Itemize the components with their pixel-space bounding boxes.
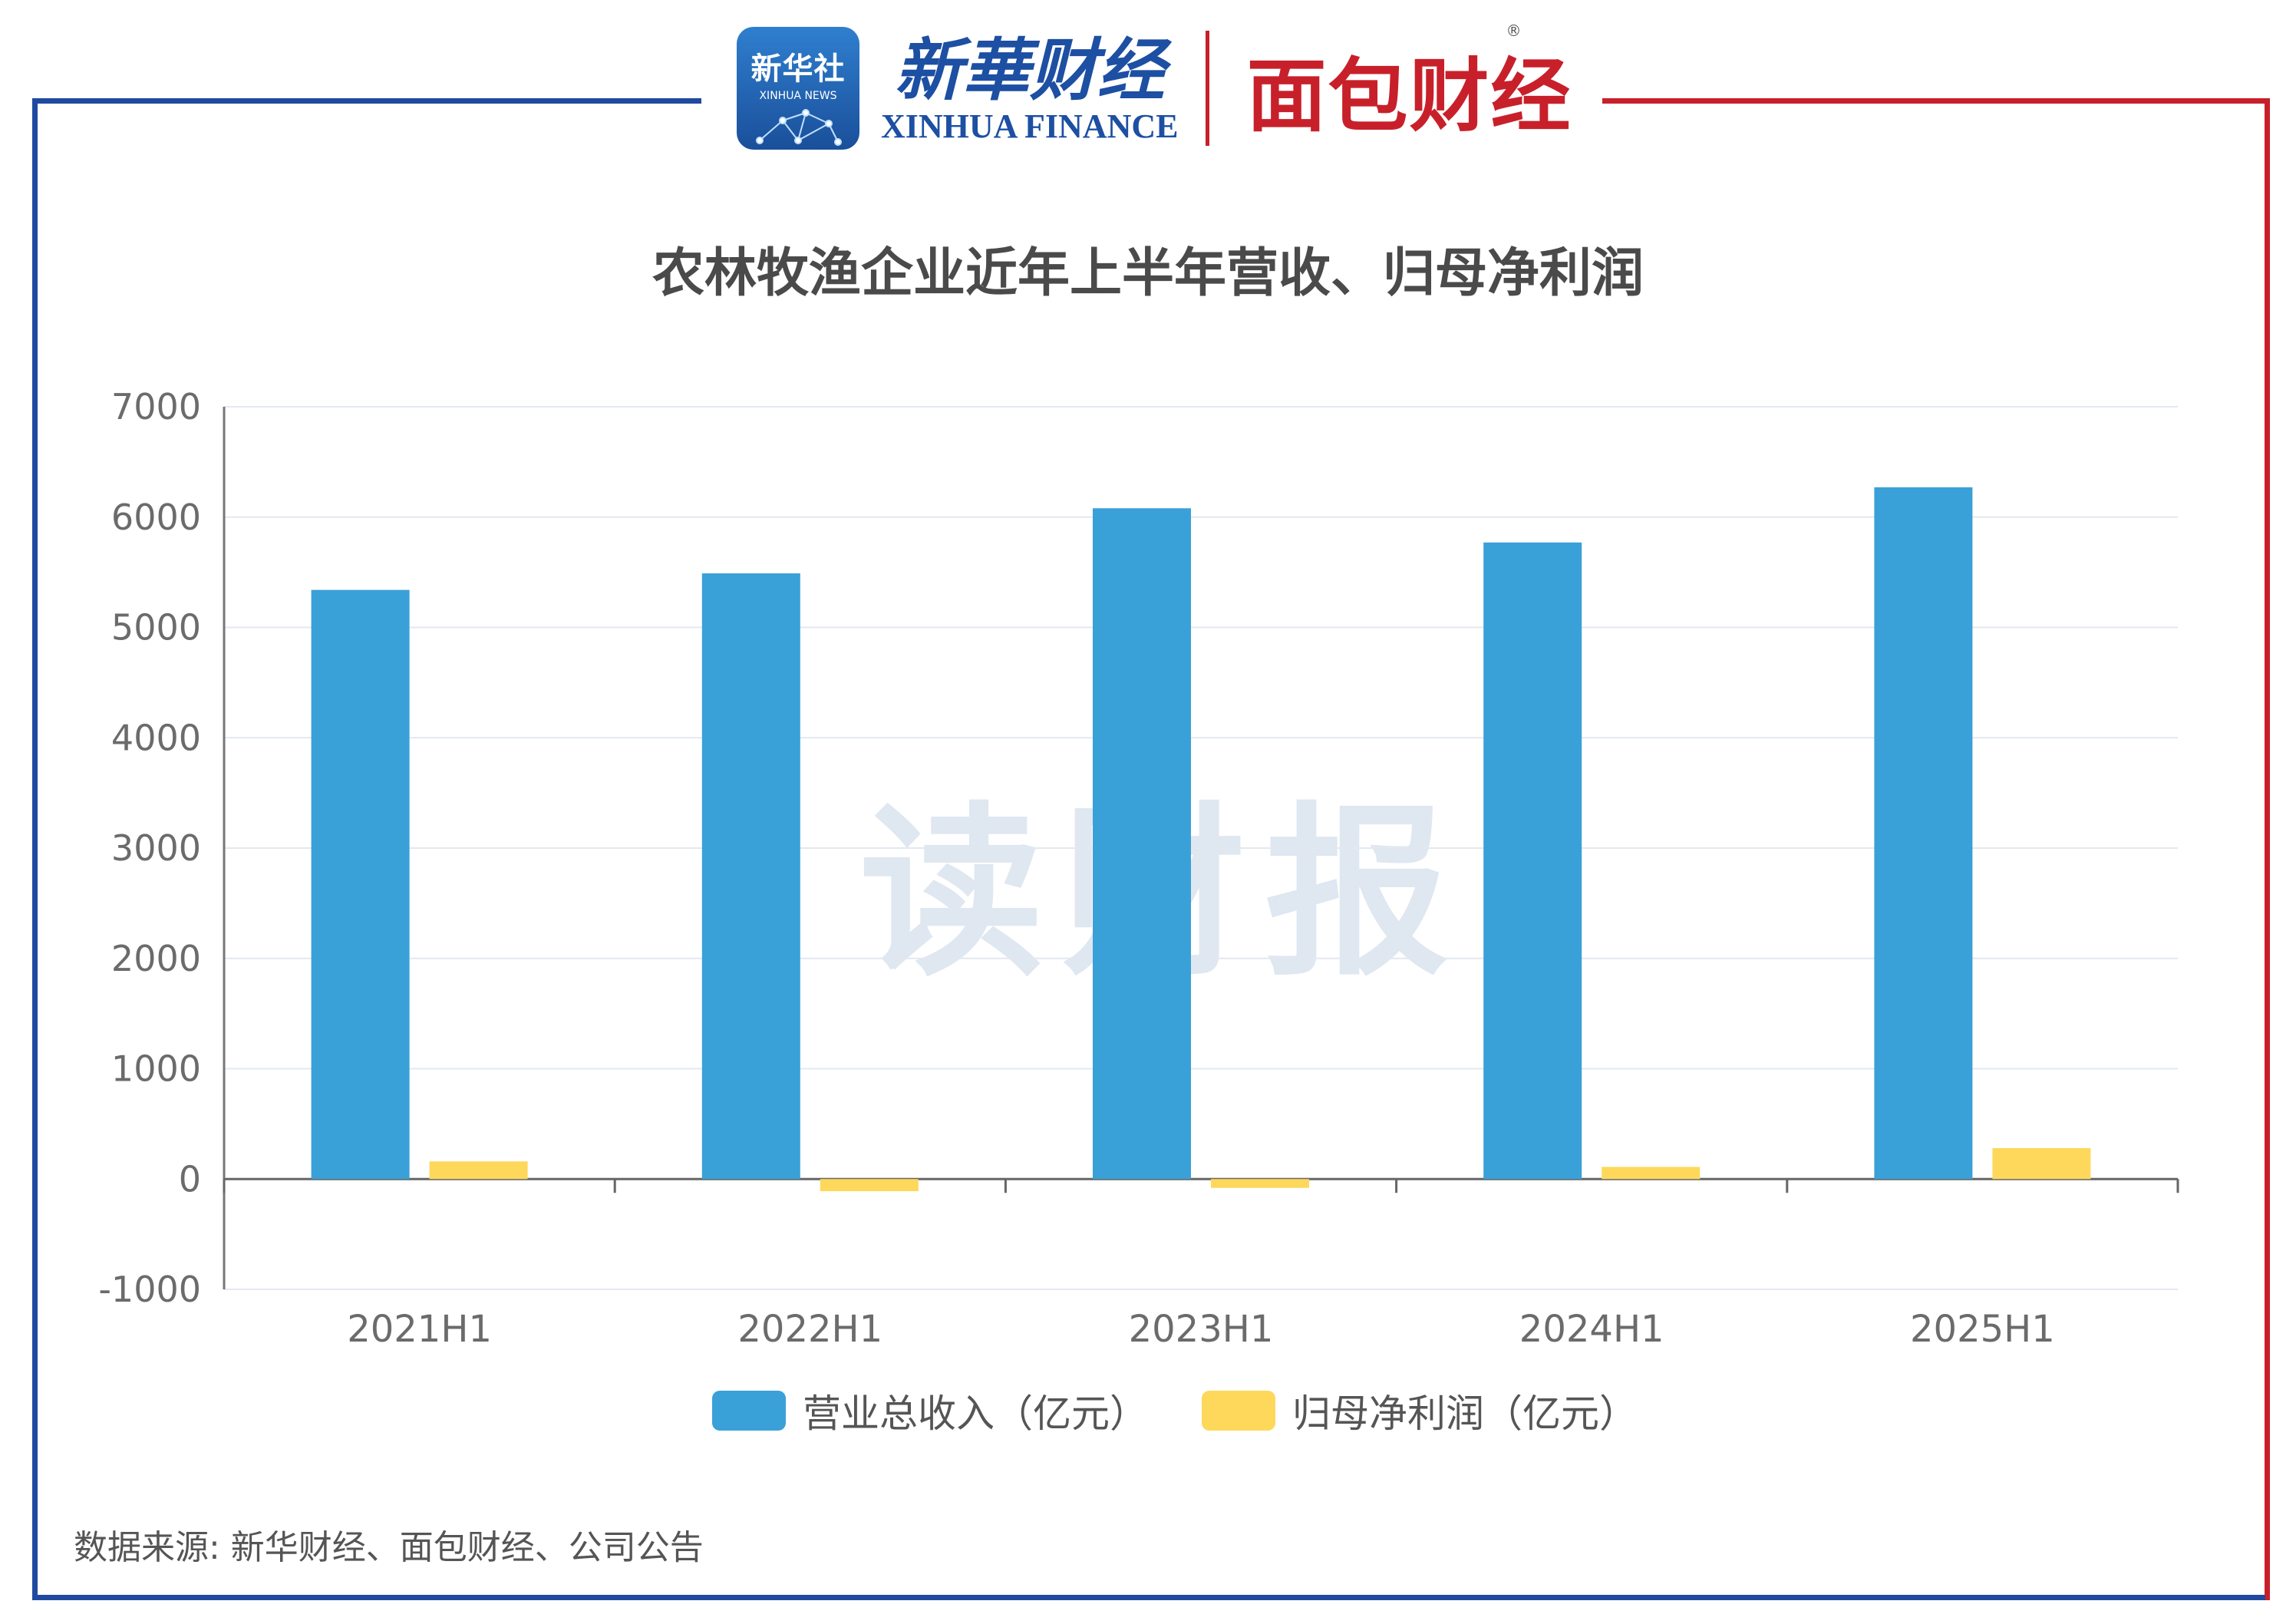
mianbao-finance-logo: 面包财经 ® xyxy=(1246,21,1572,147)
legend-label-profit: 归母净利润（亿元） xyxy=(1292,1391,1638,1436)
bar-revenue xyxy=(1874,487,1973,1180)
xinhua-finance-cn: 新華财经 xyxy=(894,30,1165,110)
legend-item-revenue[interactable]: 营业总收入（亿元） xyxy=(712,1383,1148,1438)
chart-title: 农林牧渔企业近年上半年营收、归母净利润 xyxy=(652,243,1644,304)
source-note: 数据来源: 新华财经、面包财经、公司公告 xyxy=(74,1528,704,1567)
legend-label-revenue: 营业总收入（亿元） xyxy=(803,1391,1148,1436)
bar-revenue xyxy=(1093,508,1191,1180)
y-tick-label: -1000 xyxy=(98,1269,201,1310)
bar-profit xyxy=(1992,1148,2091,1180)
bar-revenue xyxy=(701,573,800,1180)
y-tick-label: 0 xyxy=(179,1158,201,1200)
xinhua-finance-en: XINHUA FINANCE xyxy=(881,107,1179,145)
bar-profit xyxy=(1211,1179,1309,1188)
badge-cn-text: 新华社 xyxy=(750,51,846,87)
chart-legend: 营业总收入（亿元） 归母净利润（亿元） xyxy=(712,1383,1691,1438)
bar-profit xyxy=(429,1161,528,1180)
xinhua-news-logo: 新华社 XINHUA NEWS xyxy=(737,27,859,150)
y-tick-label: 3000 xyxy=(111,827,201,869)
network-icon xyxy=(756,109,842,146)
xinhua-finance-logo: 新華财经 XINHUA FINANCE xyxy=(881,31,1178,145)
frame-left-border xyxy=(32,98,701,1599)
y-tick-label: 6000 xyxy=(111,497,201,538)
x-tick-label: 2022H1 xyxy=(737,1308,882,1351)
y-tick-label: 1000 xyxy=(111,1048,201,1090)
bar-revenue xyxy=(311,589,410,1180)
bar-profit xyxy=(820,1179,919,1192)
bar-revenue xyxy=(1483,542,1582,1180)
frame-right-border xyxy=(1602,98,2270,1600)
legend-swatch-profit xyxy=(1202,1391,1275,1431)
badge-en-text: XINHUA NEWS xyxy=(759,90,837,102)
y-tick-label: 7000 xyxy=(111,386,201,427)
x-tick-label: 2021H1 xyxy=(347,1308,492,1351)
legend-swatch-revenue xyxy=(712,1391,786,1431)
x-tick-label: 2023H1 xyxy=(1129,1308,1274,1351)
y-tick-label: 5000 xyxy=(111,607,201,649)
registered-mark: ® xyxy=(1506,21,1523,40)
logo-divider xyxy=(1206,31,1210,146)
mianbao-text: 面包财经 xyxy=(1246,48,1572,143)
y-tick-label: 4000 xyxy=(111,717,201,758)
brand-header: 新华社 XINHUA NEWS 新華财经 XINHUA FINANCE 面包财经… xyxy=(737,21,1572,153)
legend-item-profit[interactable]: 归母净利润（亿元） xyxy=(1202,1383,1638,1438)
frame-bottom-border xyxy=(32,1595,2265,1600)
bar-profit xyxy=(1602,1167,1701,1180)
x-tick-label: 2025H1 xyxy=(1910,1308,2055,1351)
x-tick-label: 2024H1 xyxy=(1519,1308,1664,1351)
y-tick-label: 2000 xyxy=(111,938,201,979)
